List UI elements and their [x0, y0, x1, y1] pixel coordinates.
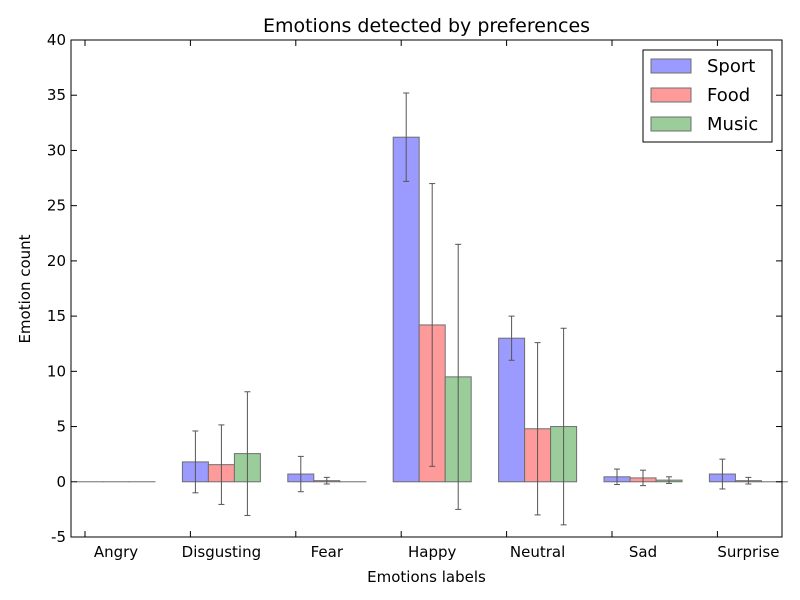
x-axis-title: Emotions labels [367, 568, 486, 586]
x-tick-label-surprise: Surprise [717, 543, 779, 561]
legend: Sport Food Music [642, 49, 773, 143]
error-bars-layer [192, 92, 752, 526]
y-tick-label: 20 [47, 252, 66, 270]
x-tick-label-disgusting: Disgusting [182, 543, 261, 561]
error-bar-sport-disgusting [192, 430, 199, 494]
plot-frame [70, 39, 783, 538]
legend-label-sport: Sport [707, 56, 755, 77]
legend-swatch-music [650, 116, 692, 132]
legend-swatch-sport [650, 58, 692, 74]
y-tick-label: 15 [47, 307, 66, 325]
legend-swatch-food [650, 87, 692, 103]
error-bar-music-neutral [560, 327, 567, 526]
chart-title: Emotions detected by preferences [263, 15, 590, 37]
y-tick-label: 40 [47, 31, 66, 49]
x-tick-label-neutral: Neutral [510, 543, 565, 561]
error-bar-food-neutral [534, 342, 541, 516]
error-bar-sport-fear [297, 455, 304, 493]
x-tick-label-sad: Sad [629, 543, 657, 561]
y-tick-label: 30 [47, 141, 66, 159]
error-bar-sport-neutral [508, 315, 515, 361]
legend-label-music: Music [707, 114, 758, 135]
x-tick-label-fear: Fear [311, 543, 344, 561]
legend-label-food: Food [707, 85, 750, 106]
error-bar-music-disgusting [244, 391, 251, 516]
error-bar-food-fear [323, 476, 330, 485]
error-bar-sport-surprise [719, 458, 726, 490]
y-tick-label: 5 [56, 418, 66, 436]
bar-sport-happy [392, 136, 420, 483]
x-tick-label-happy: Happy [408, 543, 457, 561]
error-bar-sport-sad [614, 468, 620, 486]
error-bar-music-sad [666, 476, 672, 484]
error-bar-food-happy [429, 183, 436, 467]
y-axis-title: Emotion count [16, 234, 34, 343]
x-tick-label-angry: Angry [94, 543, 138, 561]
error-bar-sport-happy [403, 92, 410, 182]
error-bar-music-happy [455, 243, 462, 510]
y-tick-label: 25 [47, 197, 66, 215]
y-tick-label: 0 [56, 473, 66, 491]
error-bar-food-surprise [745, 476, 752, 485]
y-tick-label: 10 [47, 362, 66, 380]
y-tick-label: 35 [47, 86, 66, 104]
error-bar-food-sad [640, 469, 646, 487]
error-bar-food-disgusting [218, 424, 225, 505]
axes-layer: -5 0 5 10 15 20 25 30 35 40 Angry Disgusting Fear Hap… [47, 31, 783, 561]
y-tick-label: -5 [51, 528, 66, 546]
